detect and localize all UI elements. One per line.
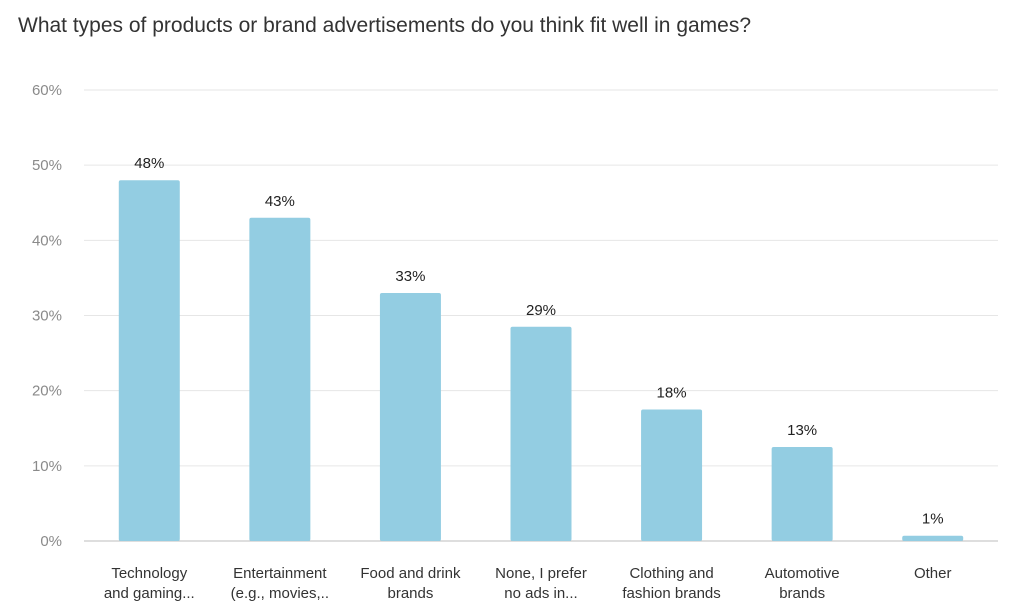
- bar: [249, 217, 311, 542]
- x-tick-label: Clothing and fashion brands: [622, 565, 720, 602]
- data-label: 33%: [395, 268, 425, 285]
- bar: [902, 535, 964, 541]
- bar: [379, 292, 441, 541]
- data-label: 48%: [134, 155, 164, 172]
- bar: [771, 447, 833, 541]
- data-label: 29%: [526, 302, 556, 319]
- y-tick-label: 20%: [32, 383, 62, 400]
- x-tick-label: Other: [914, 565, 952, 582]
- data-label: 13%: [787, 422, 817, 439]
- x-tick-label: Entertainment (e.g., movies,..: [231, 565, 329, 602]
- x-tick-label: Automotive brands: [765, 565, 840, 602]
- x-tick-label: None, I prefer no ads in...: [495, 565, 587, 602]
- bar: [118, 180, 180, 541]
- data-label: 18%: [657, 384, 687, 401]
- y-tick-label: 0%: [40, 533, 62, 550]
- y-tick-label: 30%: [32, 308, 62, 325]
- chart-title: What types of products or brand advertis…: [18, 14, 752, 37]
- x-tick-label: Food and drink brands: [360, 565, 461, 602]
- y-tick-label: 50%: [32, 157, 62, 174]
- bar: [641, 409, 703, 541]
- x-tick-label: Technology and gaming...: [104, 565, 195, 602]
- data-label: 1%: [922, 511, 944, 528]
- y-tick-label: 10%: [32, 458, 62, 475]
- y-tick-label: 60%: [32, 82, 62, 99]
- bar: [510, 326, 572, 541]
- data-label: 43%: [265, 193, 295, 210]
- y-tick-label: 40%: [32, 232, 62, 249]
